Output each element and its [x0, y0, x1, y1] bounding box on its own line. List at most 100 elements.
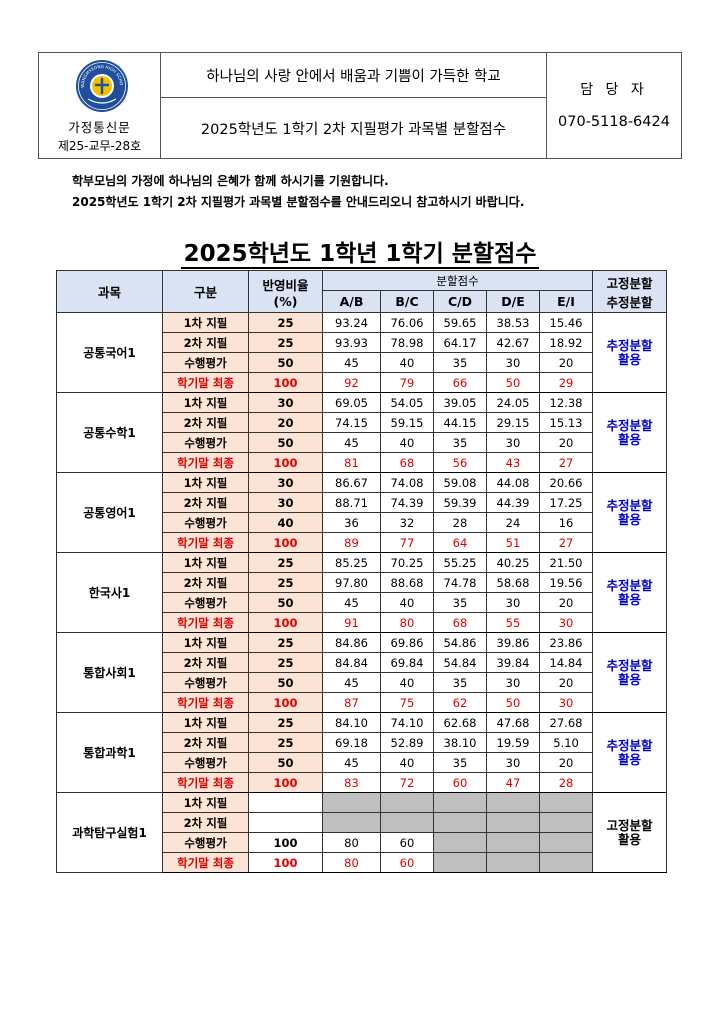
cut-score-cell: 59.08 [433, 472, 487, 493]
row-category: 1차 지필 [162, 632, 249, 653]
row-category: 수행평가 [162, 512, 249, 533]
cut-score-cell: 30 [486, 672, 540, 693]
cut-score-cell: 40 [380, 752, 434, 773]
cut-score-cell: 80 [322, 852, 381, 873]
cut-score-cell: 30 [538, 692, 594, 713]
row-category: 1차 지필 [162, 552, 249, 573]
table-row: 학기말 최종 100 89 77 64 51 27 [57, 532, 667, 553]
cut-score-cell: 15.13 [538, 412, 594, 433]
cut-score-cell: 51 [486, 532, 540, 553]
cut-score-cell: 20 [538, 592, 594, 613]
cut-score-cell: 77 [380, 532, 434, 553]
cut-score-cell: 44.39 [486, 492, 540, 513]
row-category: 1차 지필 [162, 392, 249, 413]
row-category: 학기말 최종 [162, 532, 249, 553]
row-category: 1차 지필 [162, 712, 249, 733]
table-row: 학기말 최종 100 81 68 56 43 27 [57, 452, 667, 473]
table-row: 한국사1 1차 지필 25 85.25 70.25 55.25 40.25 21.50 추정분할… [56, 552, 668, 633]
empty-cell [538, 812, 594, 833]
cut-score-cell: 87 [322, 692, 381, 713]
row-weight: 25 [248, 332, 323, 353]
cut-score-cell: 54.84 [433, 652, 487, 673]
manager-phone: 070-5118-6424 [558, 114, 670, 130]
row-category: 1차 지필 [162, 472, 249, 493]
table-row: 2차 지필 [57, 812, 667, 833]
header-subject: 과목 [56, 270, 163, 313]
cut-score-cell: 45 [322, 432, 381, 453]
cut-score-cell: 84.86 [322, 632, 381, 653]
row-category: 수행평가 [162, 672, 249, 693]
cut-score-cell: 40 [380, 672, 434, 693]
cut-score-cell: 18.92 [538, 332, 594, 353]
subject-name: 공통수학1 [56, 392, 163, 473]
cut-score-cell: 91 [322, 612, 381, 633]
header-grade: C/D [433, 290, 487, 313]
header-category: 구분 [162, 270, 249, 313]
empty-cell [538, 852, 594, 873]
table-row: 2차 지필 25 69.18 52.89 38.10 19.59 5.10 [57, 732, 667, 753]
empty-cell [538, 792, 594, 813]
row-category: 학기말 최종 [162, 692, 249, 713]
cut-score-cell: 35 [433, 352, 487, 373]
cut-score-cell: 60 [433, 772, 487, 793]
cut-score-cell: 69.84 [380, 652, 434, 673]
row-weight: 100 [248, 452, 323, 473]
empty-cell [380, 792, 434, 813]
cut-score-cell: 19.56 [538, 572, 594, 593]
cut-score-cell: 29 [538, 372, 594, 393]
cut-score-cell: 72 [380, 772, 434, 793]
row-category: 1차 지필 [162, 312, 249, 333]
table-row: 학기말 최종 100 91 80 68 55 30 [57, 612, 667, 633]
table-row: 수행평가 50 45 40 35 30 20 [57, 432, 667, 453]
cut-score-cell: 50 [486, 372, 540, 393]
cut-score-cell: 59.39 [433, 492, 487, 513]
cut-score-cell: 54.05 [380, 392, 434, 413]
cut-score-cell: 39.86 [486, 632, 540, 653]
cut-score-cell: 27 [538, 452, 594, 473]
notice-type: 가정통신문 [68, 120, 131, 135]
manager-label: 담 당 자 [580, 82, 648, 98]
cut-score-cell: 69.18 [322, 732, 381, 753]
cut-score-cell: 45 [322, 752, 381, 773]
header-cut-group: 분할점수 [321, 270, 594, 291]
empty-cell [433, 792, 487, 813]
row-weight: 25 [248, 572, 323, 593]
cut-score-cell: 64.17 [433, 332, 487, 353]
subject-name: 공통영어1 [56, 472, 163, 553]
empty-cell [433, 812, 487, 833]
row-category: 학기말 최종 [162, 772, 249, 793]
cut-score-cell: 62 [433, 692, 487, 713]
empty-cell [433, 832, 487, 853]
cut-score-cell: 81 [322, 452, 381, 473]
method-note: 추정분할 활용 [592, 472, 668, 553]
cut-score-cell: 80 [322, 832, 381, 853]
header-grade: B/C [380, 290, 434, 313]
cut-score-cell: 27 [538, 532, 594, 553]
row-category: 학기말 최종 [162, 452, 249, 473]
row-weight: 50 [248, 352, 323, 373]
cut-score-cell: 35 [433, 432, 487, 453]
document-title: 2025학년도 1학기 2차 지필평가 과목별 분할점수 [160, 97, 547, 159]
cut-score-cell: 39.05 [433, 392, 487, 413]
cut-score-cell: 70.25 [380, 552, 434, 573]
row-weight: 50 [248, 432, 323, 453]
row-category: 학기말 최종 [162, 612, 249, 633]
table-row: 2차 지필 20 74.15 59.15 44.15 29.15 15.13 [57, 412, 667, 433]
school-slogan: 하나님의 사랑 안에서 배움과 기쁨이 가득한 학교 [160, 52, 547, 98]
row-category: 수행평가 [162, 832, 249, 853]
cut-score-cell: 59.15 [380, 412, 434, 433]
row-weight: 100 [248, 612, 323, 633]
cut-score-cell: 54.86 [433, 632, 487, 653]
method-note: 고정분할 활용 [592, 792, 668, 873]
table-row: 수행평가 50 45 40 35 30 20 [57, 352, 667, 373]
row-weight: 25 [248, 632, 323, 653]
table-row: 통합과학1 1차 지필 25 84.10 74.10 62.68 47.68 27.68 추정분… [56, 712, 668, 793]
row-weight: 30 [248, 392, 323, 413]
row-weight: 100 [248, 832, 323, 853]
table-row: 공통수학1 1차 지필 30 69.05 54.05 39.05 24.05 12.38 추정분… [56, 392, 668, 473]
row-category: 수행평가 [162, 432, 249, 453]
cut-score-cell: 45 [322, 352, 381, 373]
cut-score-cell: 17.25 [538, 492, 594, 513]
cut-score-cell: 24 [486, 512, 540, 533]
cut-score-cell: 74.78 [433, 572, 487, 593]
